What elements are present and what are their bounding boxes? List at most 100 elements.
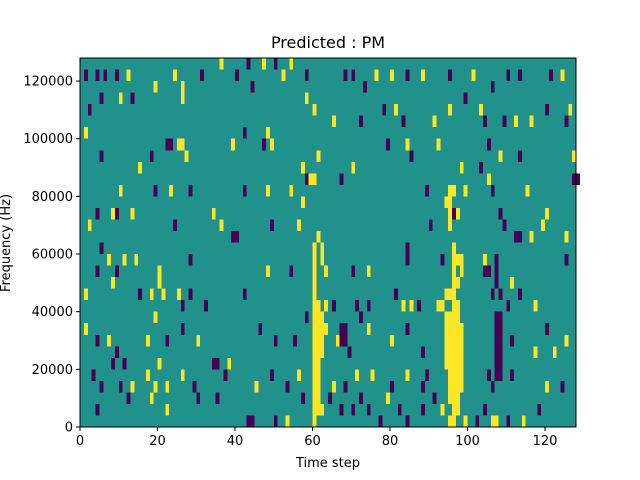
heatmap-cell — [564, 115, 569, 128]
heatmap-cell — [293, 334, 297, 347]
heatmap-cell — [490, 81, 495, 93]
heatmap-cell — [285, 380, 290, 393]
heatmap-cell — [386, 392, 390, 404]
heatmap-cell — [300, 392, 305, 404]
heatmap-cell — [165, 403, 170, 416]
heatmap-cell — [111, 277, 115, 289]
heatmap-cell — [173, 69, 177, 82]
heatmap-cell — [502, 219, 507, 231]
heatmap-cell — [254, 380, 259, 393]
heatmap-cell — [130, 380, 135, 393]
heatmap-cell — [312, 173, 317, 185]
heatmap-cell — [440, 254, 445, 266]
x-tick-label: 0 — [76, 434, 84, 449]
heatmap-cell — [99, 92, 104, 105]
heatmap-cell — [246, 415, 251, 427]
heatmap-cell — [114, 346, 119, 358]
heatmap-cell — [490, 288, 495, 301]
heatmap-cell — [269, 138, 274, 151]
heatmap-cell — [564, 334, 569, 347]
heatmap-cell — [510, 369, 514, 381]
heatmap-cell — [405, 138, 410, 151]
heatmap-cell — [463, 415, 468, 427]
heatmap-cell — [165, 334, 170, 347]
y-axis-label: Frequency (Hz) — [0, 194, 14, 292]
heatmap-cell — [517, 288, 522, 301]
heatmap-cell — [227, 357, 232, 370]
heatmap-background — [80, 58, 576, 427]
heatmap-cell — [246, 58, 251, 70]
heatmap-cell — [304, 173, 309, 185]
heatmap-cell — [196, 334, 201, 347]
heatmap-cell — [436, 138, 441, 151]
heatmap-cell — [157, 277, 162, 289]
heatmap-cell — [95, 334, 100, 347]
heatmap-cell — [262, 138, 266, 151]
heatmap-cell — [347, 346, 352, 358]
heatmap-cell — [153, 81, 158, 93]
heatmap-cell — [266, 184, 270, 197]
heatmap-cell — [471, 69, 476, 82]
heatmap-cell — [432, 392, 437, 404]
heatmap-cell — [83, 288, 88, 301]
heatmap-cell — [188, 184, 193, 197]
heatmap-cell — [455, 277, 460, 289]
heatmap-cell — [463, 184, 468, 197]
heatmap-cell — [331, 380, 336, 393]
heatmap-cell — [483, 115, 487, 128]
heatmap-cell — [424, 369, 429, 381]
heatmap-cell — [176, 138, 181, 151]
heatmap-cell — [436, 300, 441, 312]
y-tick-label: 0 — [65, 421, 73, 436]
heatmap-cell — [316, 230, 321, 243]
plot-frame — [79, 57, 577, 428]
heatmap-band — [316, 300, 321, 416]
heatmap-cell — [215, 357, 220, 370]
heatmap-cell — [382, 104, 387, 116]
heatmap-cell — [486, 369, 491, 381]
heatmap-cell — [397, 403, 402, 416]
heatmap-band — [459, 323, 464, 393]
heatmap-cell — [455, 254, 460, 266]
heatmap-cell — [521, 415, 526, 427]
heatmap-cell — [405, 242, 410, 255]
heatmap-cell — [157, 357, 162, 370]
heatmap-cell — [231, 230, 235, 243]
heatmap-cell — [87, 219, 92, 231]
heatmap-cell — [95, 403, 100, 416]
heatmap-cell — [564, 230, 569, 243]
heatmap-cell — [405, 323, 410, 335]
heatmap-cell — [138, 288, 142, 301]
heatmap-cell — [362, 81, 367, 93]
heatmap-cell — [180, 369, 185, 381]
heatmap-cell — [483, 403, 487, 416]
heatmap-cell — [564, 254, 569, 266]
heatmap-cell — [541, 219, 545, 231]
heatmap-cell — [405, 415, 410, 427]
x-tick-label: 80 — [382, 434, 399, 449]
heatmap-cell — [165, 380, 170, 393]
heatmap-cell — [289, 58, 294, 70]
heatmap-cell — [122, 254, 127, 266]
heatmap-cell — [440, 403, 445, 416]
heatmap-cell — [285, 415, 290, 427]
heatmap-cell — [188, 288, 193, 301]
heatmap-cell — [297, 219, 301, 231]
heatmap-cell — [390, 380, 394, 393]
heatmap-cell — [483, 254, 487, 266]
heatmap-band — [312, 300, 317, 427]
heatmap-cell — [351, 69, 356, 82]
heatmap-cell — [273, 334, 278, 347]
heatmap-cell — [525, 184, 530, 197]
heatmap-cell — [494, 334, 499, 347]
heatmap-cell — [126, 69, 131, 82]
heatmap-band — [312, 242, 317, 301]
heatmap-cell — [486, 265, 491, 278]
heatmap-cell — [545, 380, 549, 393]
heatmap-cell — [107, 334, 111, 347]
heatmap-cell — [169, 138, 173, 151]
heatmap-cell — [130, 92, 135, 105]
heatmap-cell — [219, 58, 224, 70]
heatmap-cell — [107, 254, 111, 266]
heatmap-cell — [114, 207, 119, 220]
